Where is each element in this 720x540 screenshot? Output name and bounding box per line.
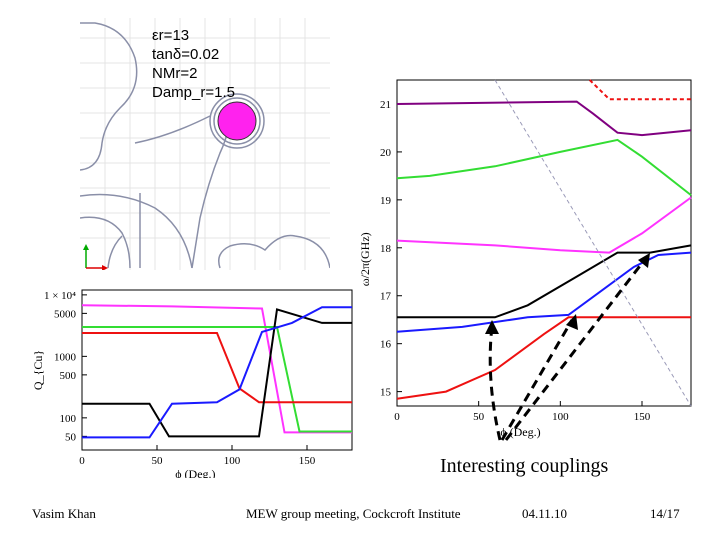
x-tick-label: 50 xyxy=(152,455,164,467)
plot-frame xyxy=(396,79,692,407)
arrowhead-2 xyxy=(566,314,578,330)
x-tick-label: 0 xyxy=(79,455,85,467)
param-nmr: NMr=2 xyxy=(152,65,198,82)
footer-venue: MEW group meeting, Cockcroft Institute xyxy=(246,506,461,521)
series-line-red-dashed xyxy=(589,79,691,101)
plot-frame xyxy=(81,289,353,451)
arrowhead-1 xyxy=(485,320,499,334)
footer-author: Vasim Khan xyxy=(32,506,96,521)
footer-page-number: 14/17 xyxy=(650,506,680,521)
y-tick-label: 100 xyxy=(60,413,77,425)
footer-date: 04.11.10 xyxy=(522,506,568,521)
coupling-arrow-3 xyxy=(504,257,648,441)
y-tick-label: 17 xyxy=(380,291,392,303)
param-damp: Damp_r=1.5 xyxy=(152,84,235,101)
dielectric-rod-marker xyxy=(217,101,257,141)
y-axis-label: Q_{Cu} xyxy=(31,350,45,390)
series-line-purple xyxy=(396,100,692,137)
y-tick-label: 1000 xyxy=(54,351,77,363)
series-line-blue xyxy=(396,251,692,333)
x-axis-label: ϕ (Deg.) xyxy=(175,467,215,478)
coupling-arrow-2 xyxy=(500,319,574,441)
param-tan-delta: tanδ=0.02 xyxy=(152,46,220,63)
y-tick-label: 5000 xyxy=(54,308,77,320)
param-epsilon: εr=13 xyxy=(152,27,190,44)
axis-triad-icon xyxy=(83,244,108,271)
geometry-drawing xyxy=(79,18,331,271)
y-tick-label: 19 xyxy=(380,195,392,207)
y-tick-label: 20 xyxy=(380,147,392,159)
frequency-chart: 0 50 100 150 15 16 17 18 19 20 21 ϕ (Deg.) ω/2π(GHz) xyxy=(355,76,705,446)
x-tick-label: 100 xyxy=(552,411,569,423)
y-tick-label: 21 xyxy=(380,99,391,111)
caption-interesting-couplings: Interesting couplings xyxy=(440,455,609,477)
series-line-green xyxy=(396,138,692,196)
x-tick-label: 0 xyxy=(394,411,400,423)
y-axis-label: ω/2π(GHz) xyxy=(358,232,372,286)
series-line-magenta xyxy=(396,196,692,254)
y-tick-label: 16 xyxy=(380,339,392,351)
simulation-geometry-panel xyxy=(79,18,331,271)
q-factor-chart: 0 50 100 150 1 × 10⁴ 5000 1000 500 100 50 ϕ (Deg.)… xyxy=(30,282,360,481)
material-parameters: εr=13 tanδ=0.02 NMr=2 Damp_r=1.5 xyxy=(152,26,235,102)
y-tick-label: 500 xyxy=(60,370,77,382)
x-tick-label: 150 xyxy=(299,455,316,467)
y-tick-label: 1 × 10⁴ xyxy=(44,290,76,302)
series-line-light-line xyxy=(494,79,692,407)
x-tick-label: 50 xyxy=(473,411,485,423)
series-line-red xyxy=(396,316,691,400)
arrowhead-3 xyxy=(638,253,650,268)
coupling-arrow-1 xyxy=(488,325,502,441)
series-line-blue xyxy=(82,306,352,439)
y-tick-label: 15 xyxy=(380,387,392,399)
series-line-black xyxy=(82,308,352,438)
series-line-black xyxy=(397,244,692,319)
x-tick-label: 150 xyxy=(634,411,651,423)
y-tick-label: 50 xyxy=(65,431,77,443)
x-tick-label: 100 xyxy=(224,455,241,467)
y-tick-label: 18 xyxy=(380,243,392,255)
